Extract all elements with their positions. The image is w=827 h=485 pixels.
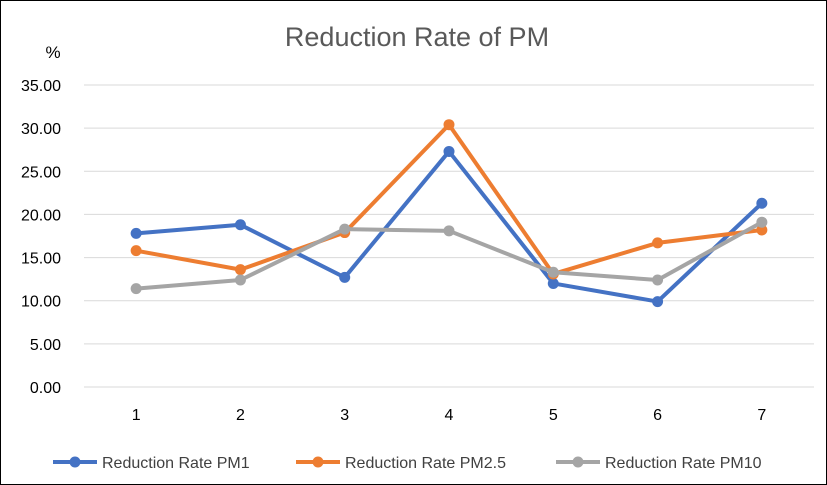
legend-swatch-marker xyxy=(69,456,81,468)
x-tick-label: 6 xyxy=(653,407,662,424)
legend-label: Reduction Rate PM2.5 xyxy=(345,455,506,472)
legend-item: Reduction Rate PM1 xyxy=(53,455,250,472)
x-tick-label: 1 xyxy=(132,407,141,424)
data-point xyxy=(130,245,142,257)
data-point xyxy=(443,119,455,131)
data-point xyxy=(652,274,664,286)
y-tick-label: 0.00 xyxy=(30,380,61,397)
x-tick-label: 7 xyxy=(757,407,766,424)
data-point xyxy=(130,283,142,295)
legend-item: Reduction Rate PM2.5 xyxy=(296,455,506,472)
data-point xyxy=(234,219,246,231)
y-tick-label: 30.00 xyxy=(21,121,61,138)
data-point xyxy=(443,145,455,157)
y-tick-label: 20.00 xyxy=(21,207,61,224)
x-tick-label: 3 xyxy=(340,407,349,424)
y-tick-label: 35.00 xyxy=(21,78,61,95)
x-tick-label: 5 xyxy=(549,407,558,424)
data-point xyxy=(547,277,559,289)
series-lines xyxy=(130,119,768,308)
legend-item: Reduction Rate PM10 xyxy=(556,455,762,472)
x-tick-label: 2 xyxy=(236,407,245,424)
y-tick-label: 25.00 xyxy=(21,164,61,181)
data-point xyxy=(339,271,351,283)
data-point xyxy=(443,225,455,237)
legend-swatch-marker xyxy=(312,456,324,468)
x-tick-label: 4 xyxy=(445,407,454,424)
y-tick-label: 15.00 xyxy=(21,251,61,268)
data-point xyxy=(652,237,664,249)
data-point xyxy=(547,266,559,278)
data-point xyxy=(234,274,246,286)
y-tick-label: 5.00 xyxy=(30,337,61,354)
y-tick-label: 10.00 xyxy=(21,294,61,311)
y-axis-ticks: 0.00 5.00 10.00 15.00 20.00 25.00 30.00 35.00 xyxy=(21,78,61,397)
series-1 xyxy=(130,145,768,308)
chart-title: Reduction Rate of PM xyxy=(285,22,549,52)
y-axis-unit-label: % xyxy=(45,43,60,62)
data-point xyxy=(339,223,351,235)
data-point xyxy=(756,216,768,228)
legend-label: Reduction Rate PM10 xyxy=(605,455,762,472)
data-point xyxy=(652,296,664,308)
series-2 xyxy=(130,119,768,280)
data-point xyxy=(756,224,768,236)
data-point xyxy=(234,264,246,276)
legend-swatch-marker xyxy=(572,456,584,468)
legend: Reduction Rate PM1 Reduction Rate PM2.5 Re… xyxy=(53,455,762,472)
data-point xyxy=(756,197,768,209)
x-axis-ticks: 1 2 3 4 5 6 7 xyxy=(132,407,767,424)
gridlines xyxy=(84,84,814,388)
series-3 xyxy=(130,216,768,295)
data-point xyxy=(130,227,142,239)
legend-label: Reduction Rate PM1 xyxy=(102,455,250,472)
